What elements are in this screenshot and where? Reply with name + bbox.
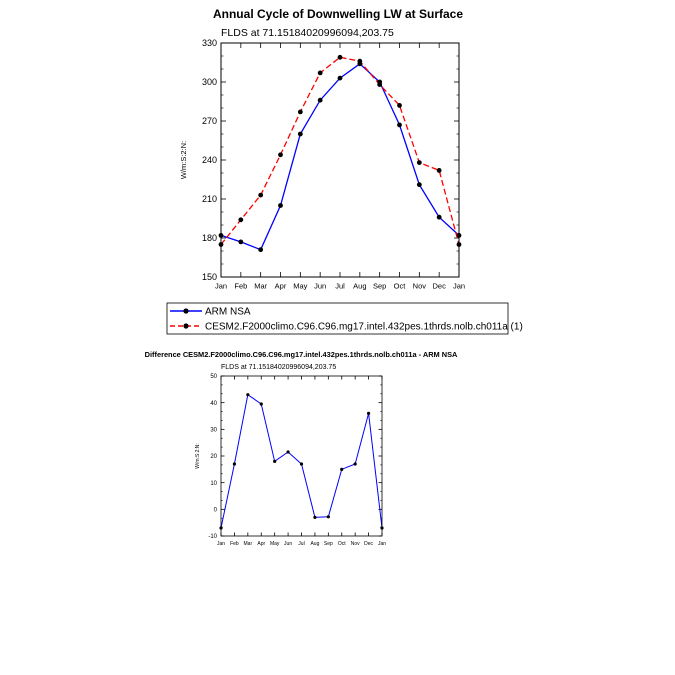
chart1-series [218,54,462,253]
series-1-point [278,152,283,158]
x-tick-label: Mar [254,282,267,291]
series-1-point [317,70,323,76]
x-tick-label: Jul [335,282,345,291]
annual-cycle-chart: Annual Cycle of Downwelling LW at Surfac… [179,7,465,291]
x-tick-label: Mar [244,541,253,547]
series-0-point [436,214,442,220]
series-0-point [366,411,371,415]
series-0-point [286,450,290,454]
x-tick-label: Sep [373,282,386,291]
difference-chart: Difference CESM2.F2000climo.C96.C96.mg17… [145,350,458,547]
series-1-point [397,103,402,108]
chart1-legend: ARM NSA CESM2.F2000climo.C96.C96.mg17.in… [166,302,523,335]
x-tick-label: Sep [324,541,333,547]
legend-marker-arm-nsa [183,308,189,314]
series-0-point [353,462,357,466]
x-tick-label: Oct [394,282,407,291]
series-0-point [232,462,237,466]
x-tick-label: Jan [453,282,465,291]
legend-label-arm-nsa: ARM NSA [205,307,251,318]
series-0-point [258,247,264,253]
series-0-point [313,515,317,519]
legend-box [166,302,509,335]
x-tick-label: Aug [353,282,366,291]
x-tick-label: Feb [234,282,247,291]
series-1-point [377,82,383,87]
chart1-plot-frame [220,42,460,278]
chart1-title: Annual Cycle of Downwelling LW at Surfac… [213,7,463,21]
x-tick-label: Dec [432,282,446,291]
series-0-point [259,402,263,406]
x-tick-label: Aug [310,541,319,547]
chart2-series [219,393,384,530]
chart2-ylabel: W/m:S:2:N: [195,443,201,469]
series-1-point [337,54,343,60]
chart2-plot-frame [220,375,383,537]
x-tick-label: Oct [338,541,346,547]
series-0-point [326,515,330,519]
x-tick-label: May [293,282,307,291]
chart1-axes: 150 180 210 240 270 300 330 Jan Feb Mar Apr May Jun J… [202,38,465,290]
series-1-point [416,160,422,166]
x-tick-label: Apr [275,282,287,291]
legend-label-cesm2: CESM2.F2000climo.C96.C96.mg17.intel.432p… [205,322,523,333]
series-0-point [340,467,344,471]
series-0-point [337,75,343,81]
series-0-point [238,239,244,245]
x-tick-label: Nov [413,282,427,291]
chart2-title: Difference CESM2.F2000climo.C96.C96.mg17… [145,350,458,359]
y-tick-label: 30 [210,427,217,433]
series-line-0 [220,393,383,529]
y-tick-label: 210 [202,194,217,204]
x-tick-label: May [270,541,280,547]
y-tick-label: 150 [202,272,217,282]
y-tick-label: 240 [202,155,217,165]
series-0-point [397,122,402,128]
chart2-subtitle: FLDS at 71.15184020996094,203.75 [221,364,336,371]
series-0-point [299,462,304,466]
x-tick-label: Jul [298,541,304,547]
series-0-point [273,459,277,463]
y-tick-label: 20 [210,454,217,460]
series-1-point [357,58,363,64]
x-tick-label: Jan [217,541,225,547]
y-tick-label: 50 [210,374,217,380]
y-tick-label: 0 [214,507,218,513]
y-tick-label: 10 [210,481,217,487]
y-tick-label: 330 [202,38,217,48]
x-tick-label: Jan [215,282,227,291]
y-tick-label: 300 [202,77,217,87]
series-1-point [297,109,303,115]
y-tick-label: -10 [208,534,217,540]
series-0-point [278,203,283,208]
series-0-point [246,393,250,397]
series-line-1 [220,56,460,245]
x-tick-label: Jun [284,541,292,547]
series-1-point [436,168,442,173]
x-tick-label: Apr [257,541,265,547]
series-line-0 [220,62,460,251]
x-tick-label: Nov [351,541,360,547]
x-tick-label: Dec [364,541,373,547]
series-0-point [297,131,303,137]
chart1-subtitle: FLDS at 71.15184020996094,203.75 [221,27,394,39]
y-tick-label: 180 [202,233,217,243]
x-tick-label: Feb [230,541,239,547]
legend-marker-cesm2 [183,323,189,329]
x-tick-label: Jan [378,541,386,547]
y-tick-label: 40 [210,401,217,407]
x-tick-label: Jun [314,282,326,291]
series-0-point [416,182,422,188]
series-0-point [317,97,323,103]
chart1-ylabel: W/m:S:2:N: [179,141,188,179]
series-1-point [238,217,244,223]
y-tick-label: 270 [202,116,217,126]
series-1-point [258,192,264,198]
